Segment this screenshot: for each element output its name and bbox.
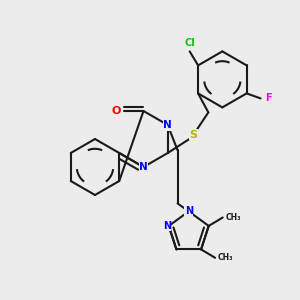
Text: CH₃: CH₃ <box>226 213 241 222</box>
Text: CH₃: CH₃ <box>218 253 234 262</box>
Text: N: N <box>164 120 172 130</box>
Text: O: O <box>111 106 121 116</box>
Text: N: N <box>163 221 171 231</box>
Text: Cl: Cl <box>184 38 195 48</box>
Text: F: F <box>265 93 272 103</box>
Text: S: S <box>190 130 197 140</box>
Text: N: N <box>185 206 193 216</box>
Text: N: N <box>139 162 148 172</box>
